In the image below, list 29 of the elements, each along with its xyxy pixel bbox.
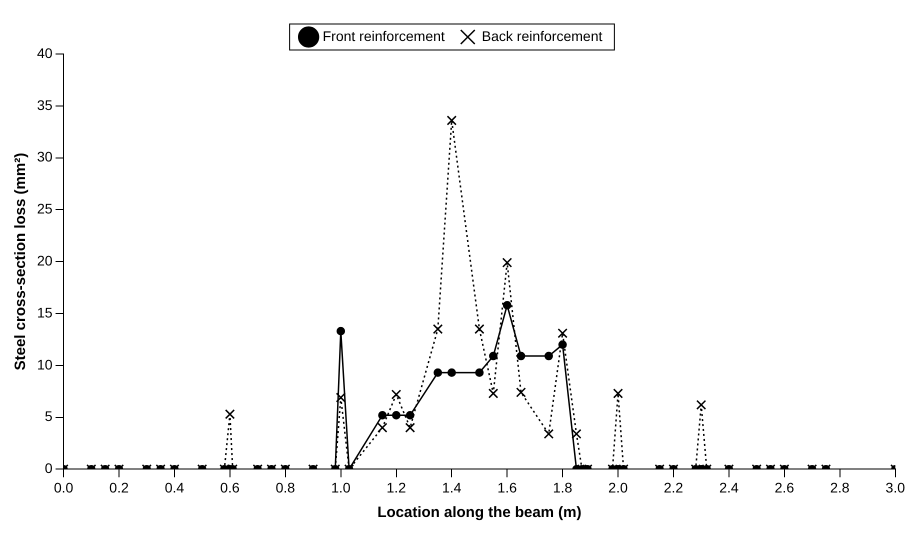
- x-tick-label: 0.6: [220, 479, 240, 496]
- y-axis-title: Steel cross-section loss (mm²): [12, 152, 30, 370]
- x-tick-label: 1.0: [331, 479, 351, 496]
- legend-label: Front reinforcement: [322, 28, 445, 44]
- x-tick-label: 2.0: [608, 479, 628, 496]
- x-tick-label: 1.2: [386, 479, 406, 496]
- x-tick-label: 1.8: [552, 479, 573, 496]
- x-tick-label: 2.8: [830, 479, 850, 496]
- y-tick-label: 30: [36, 148, 53, 165]
- x-axis-title: Location along the beam (m): [377, 504, 582, 522]
- x-tick-label: 1.6: [497, 479, 518, 496]
- y-tick-label: 5: [44, 408, 53, 424]
- x-tick-label: 1.4: [442, 479, 462, 496]
- y-tick-label: 40: [36, 44, 53, 61]
- x-tick-label: 0.8: [276, 479, 296, 496]
- y-tick-label: 35: [36, 96, 53, 113]
- x-tick-label: 3.0: [886, 479, 906, 496]
- legend-label: Back reinforcement: [482, 28, 602, 44]
- x-tick-label: 0.2: [109, 479, 129, 496]
- x-tick-label: 2.6: [774, 479, 794, 496]
- x-tick-label: 2.4: [719, 479, 739, 496]
- y-tick-label: 10: [36, 356, 53, 372]
- y-tick-label: 20: [36, 252, 53, 268]
- x-tick-label: 2.2: [664, 479, 684, 496]
- x-tick-label: 0.4: [164, 479, 184, 496]
- y-tick-label: 25: [36, 200, 53, 217]
- y-tick-label: 15: [36, 304, 53, 320]
- x-tick-label: 0.0: [54, 479, 74, 496]
- y-tick-label: 0: [44, 460, 53, 476]
